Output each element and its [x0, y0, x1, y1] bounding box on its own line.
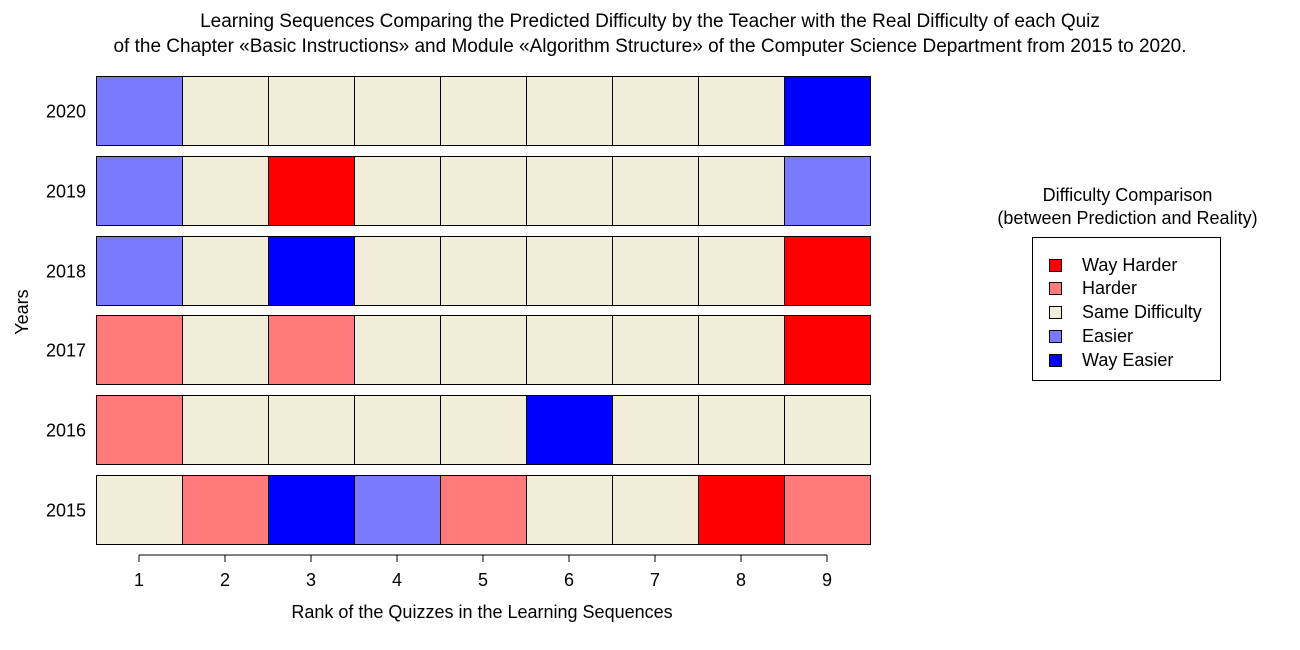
heatmap-cell: [612, 236, 699, 306]
heatmap-cell: [698, 315, 785, 385]
y-tick-label: 2016: [46, 421, 86, 441]
heatmap-cell: [354, 475, 441, 545]
legend-swatch-way-harder: [1049, 258, 1062, 272]
heatmap-cell: [784, 395, 871, 465]
heatmap-cell: [96, 156, 183, 226]
heatmap-cell: [612, 475, 699, 545]
heatmap-cell: [268, 236, 355, 306]
y-tick-label: 2017: [46, 341, 86, 361]
heatmap-cell: [526, 315, 613, 385]
heatmap-cell: [182, 315, 269, 385]
heatmap-cell: [268, 156, 355, 226]
heatmap-cell: [698, 395, 785, 465]
heatmap-cell: [612, 315, 699, 385]
legend-item-way-easier: Way Easier: [1049, 348, 1173, 372]
heatmap-cell: [698, 475, 785, 545]
legend-label: Way Harder: [1082, 254, 1178, 275]
legend-label: Way Easier: [1082, 349, 1174, 370]
heatmap-cell: [698, 76, 785, 146]
legend-swatch-same-difficulty: [1049, 305, 1062, 319]
heatmap-cell: [182, 236, 269, 306]
y-tick-label: 2018: [46, 262, 86, 282]
x-tick-label: 2: [220, 570, 230, 590]
heatmap-cell: [526, 395, 613, 465]
heatmap-cell: [526, 236, 613, 306]
heatmap-cell: [612, 156, 699, 226]
x-tick-label: 3: [306, 570, 316, 590]
heatmap-cell: [96, 76, 183, 146]
chart-title-line-2: of the Chapter «Basic Instructions» and …: [113, 36, 1187, 57]
heatmap-cell: [96, 236, 183, 306]
heatmap-cell: [354, 236, 441, 306]
y-tick-label: 2019: [46, 182, 86, 202]
heatmap-cell: [96, 315, 183, 385]
legend-item-easier: Easier: [1049, 324, 1133, 348]
heatmap-cell: [182, 76, 269, 146]
heatmap-cell: [784, 156, 871, 226]
heatmap-cell: [354, 76, 441, 146]
heatmap-cell: [354, 156, 441, 226]
heatmap-cell: [354, 395, 441, 465]
heatmap-cell: [784, 475, 871, 545]
heatmap-cell: [268, 315, 355, 385]
heatmap-cell: [698, 156, 785, 226]
x-tick-label: 9: [822, 570, 832, 590]
legend-label: Easier: [1082, 325, 1134, 346]
x-axis-label: Rank of the Quizzes in the Learning Sequ…: [291, 602, 672, 622]
legend-label: Same Difficulty: [1082, 301, 1202, 322]
y-tick-label: 2015: [46, 501, 86, 521]
legend-swatch-harder: [1049, 281, 1062, 295]
y-tick-label: 2020: [46, 102, 86, 122]
legend-title-line-2: (between Prediction and Reality): [997, 208, 1258, 228]
heatmap-cell: [440, 395, 527, 465]
heatmap-cell: [784, 236, 871, 306]
heatmap-cell: [354, 315, 441, 385]
heatmap-cell: [268, 395, 355, 465]
heatmap-cell: [440, 315, 527, 385]
x-tick-label: 8: [736, 570, 746, 590]
x-tick-label: 7: [650, 570, 660, 590]
heatmap-cell: [698, 236, 785, 306]
heatmap-cell: [182, 156, 269, 226]
heatmap-cell: [784, 315, 871, 385]
x-tick-label: 4: [392, 570, 402, 590]
x-tick-label: 6: [564, 570, 574, 590]
legend-item-way-harder: Way Harder: [1049, 253, 1177, 277]
chart-title-line-1: Learning Sequences Comparing the Predict…: [200, 11, 1100, 32]
heatmap-cell: [268, 475, 355, 545]
heatmap-cell: [526, 156, 613, 226]
heatmap-cell: [440, 236, 527, 306]
heatmap-cell: [268, 76, 355, 146]
heatmap-cell: [612, 395, 699, 465]
heatmap-cell: [182, 475, 269, 545]
legend: Way Harder Harder Same Difficulty Easier…: [1032, 237, 1221, 381]
heatmap-cell: [612, 76, 699, 146]
legend-swatch-easier: [1049, 329, 1062, 343]
heatmap-cell: [96, 475, 183, 545]
legend-title-line-1: Difficulty Comparison: [1042, 185, 1213, 205]
heatmap-cell: [784, 76, 871, 146]
heatmap-cell: [526, 475, 613, 545]
x-tick-label: 5: [478, 570, 488, 590]
heatmap-cell: [182, 395, 269, 465]
legend-item-same-difficulty: Same Difficulty: [1049, 300, 1202, 324]
legend-label: Harder: [1082, 277, 1138, 298]
heatmap-cell: [526, 76, 613, 146]
heatmap-cell: [96, 395, 183, 465]
heatmap-cell: [440, 475, 527, 545]
heatmap-cell: [440, 156, 527, 226]
legend-swatch-way-easier: [1049, 353, 1062, 367]
legend-item-harder: Harder: [1049, 276, 1137, 300]
y-axis-label: Years: [12, 289, 32, 334]
x-tick-label: 1: [134, 570, 144, 590]
heatmap-cell: [440, 76, 527, 146]
